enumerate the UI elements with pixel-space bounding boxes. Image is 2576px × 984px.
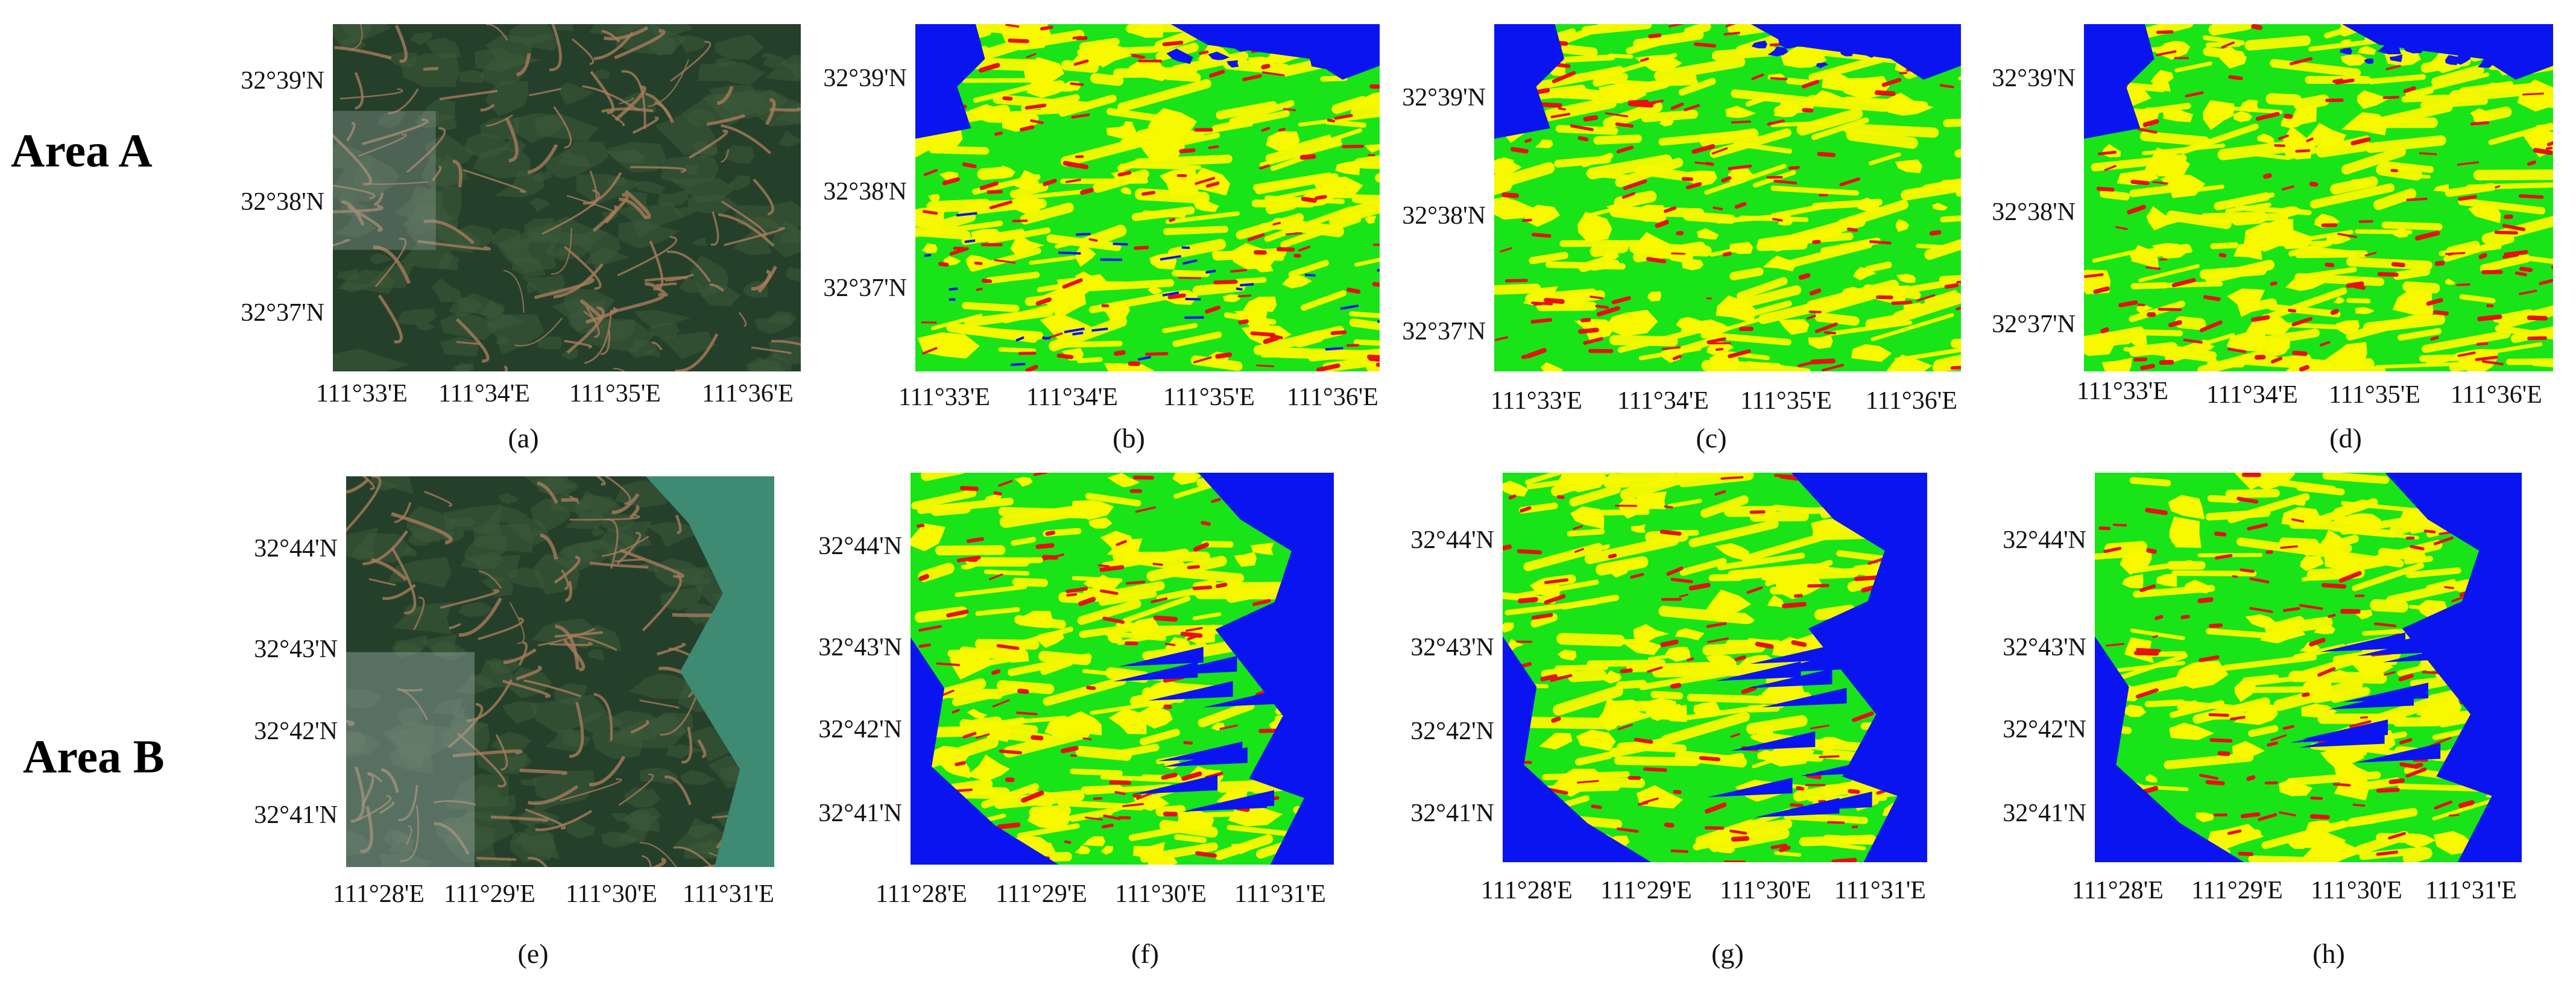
lat-tick: 32°44'N bbox=[1410, 526, 1494, 554]
lat-tick: 32°44'N bbox=[254, 535, 338, 563]
lat-tick: 32°38'N bbox=[241, 188, 324, 216]
lat-tick: 32°42'N bbox=[1410, 718, 1494, 745]
lon-tick: 111°30'E bbox=[1115, 880, 1207, 908]
panel-caption: (d) bbox=[2329, 423, 2362, 453]
lat-tick: 32°39'N bbox=[1992, 65, 2076, 92]
lat-tick: 32°37'N bbox=[1992, 311, 2076, 338]
satellite-map-area-a bbox=[333, 24, 801, 371]
classification-map-h bbox=[2095, 473, 2522, 862]
lon-tick: 111°31'E bbox=[1234, 880, 1326, 908]
lat-tick: 32°43'N bbox=[1410, 634, 1494, 661]
lon-tick: 111°29'E bbox=[1600, 877, 1692, 904]
panel-caption: (e) bbox=[517, 938, 549, 969]
lon-tick: 111°33'E bbox=[1491, 387, 1582, 415]
lat-tick: 32°39'N bbox=[823, 65, 907, 92]
lat-tick: 32°41'N bbox=[254, 801, 338, 829]
lat-tick: 32°43'N bbox=[254, 636, 338, 663]
lon-tick: 111°28'E bbox=[333, 880, 425, 908]
panel-caption: (f) bbox=[1131, 938, 1159, 969]
area-a-label: Area A bbox=[11, 124, 153, 177]
lat-tick: 32°42'N bbox=[254, 718, 338, 745]
lat-tick: 32°41'N bbox=[818, 800, 902, 827]
lat-tick: 32°37'N bbox=[823, 274, 907, 302]
classification-map-d bbox=[2084, 24, 2553, 371]
lon-tick: 111°35'E bbox=[1740, 387, 1832, 415]
lat-tick: 32°44'N bbox=[818, 532, 902, 560]
lat-tick: 32°38'N bbox=[823, 178, 907, 206]
panel-caption: (g) bbox=[1711, 938, 1744, 969]
lat-tick: 32°42'N bbox=[2003, 716, 2086, 743]
lon-tick: 111°34'E bbox=[438, 380, 530, 408]
lon-tick: 111°36'E bbox=[1866, 387, 1957, 415]
lon-tick: 111°33'E bbox=[316, 380, 408, 408]
lon-tick: 111°28'E bbox=[1481, 877, 1573, 904]
lat-tick: 32°42'N bbox=[818, 716, 902, 743]
lon-tick: 111°35'E bbox=[569, 380, 661, 408]
lon-tick: 111°28'E bbox=[2072, 877, 2164, 904]
lat-tick: 32°39'N bbox=[1402, 84, 1486, 112]
lat-tick: 32°37'N bbox=[241, 299, 324, 327]
panel-caption: (c) bbox=[1696, 423, 1727, 453]
satellite-map-area-b bbox=[346, 476, 774, 867]
lat-tick: 32°43'N bbox=[818, 634, 902, 661]
lat-tick: 32°43'N bbox=[2003, 634, 2086, 661]
lat-tick: 32°38'N bbox=[1402, 202, 1486, 230]
panel-caption: (h) bbox=[2312, 938, 2345, 969]
lon-tick: 111°30'E bbox=[2311, 877, 2402, 904]
lon-tick: 111°35'E bbox=[2329, 381, 2420, 409]
lon-tick: 111°31'E bbox=[683, 880, 774, 908]
classification-map-g bbox=[1503, 473, 1927, 862]
lat-tick: 32°39'N bbox=[241, 67, 324, 95]
lat-tick: 32°37'N bbox=[1402, 318, 1486, 345]
lon-tick: 111°28'E bbox=[876, 880, 967, 908]
lat-tick: 32°38'N bbox=[1992, 198, 2076, 226]
lon-tick: 111°33'E bbox=[898, 383, 990, 411]
lon-tick: 111°34'E bbox=[1617, 387, 1709, 415]
lon-tick: 111°29'E bbox=[996, 880, 1087, 908]
classification-map-c bbox=[1494, 24, 1961, 371]
area-b-label: Area B bbox=[23, 730, 165, 783]
lon-tick: 111°33'E bbox=[2077, 377, 2168, 405]
lon-tick: 111°31'E bbox=[1834, 877, 1926, 904]
lon-tick: 111°29'E bbox=[444, 880, 535, 908]
classification-map-f bbox=[911, 473, 1334, 865]
panel-caption: (a) bbox=[508, 423, 539, 453]
classification-map-b bbox=[915, 24, 1380, 371]
lon-tick: 111°36'E bbox=[2451, 381, 2542, 409]
lon-tick: 111°35'E bbox=[1163, 383, 1255, 411]
lon-tick: 111°34'E bbox=[1026, 383, 1118, 411]
lat-tick: 32°44'N bbox=[2003, 526, 2086, 554]
lon-tick: 111°34'E bbox=[2206, 381, 2298, 409]
lon-tick: 111°36'E bbox=[702, 380, 794, 408]
lat-tick: 32°41'N bbox=[1410, 800, 1494, 827]
lon-tick: 111°36'E bbox=[1287, 383, 1378, 411]
lon-tick: 111°30'E bbox=[566, 880, 657, 908]
lon-tick: 111°31'E bbox=[2425, 877, 2517, 904]
panel-caption: (b) bbox=[1113, 423, 1145, 453]
lat-tick: 32°41'N bbox=[2003, 800, 2086, 827]
lon-tick: 111°29'E bbox=[2191, 877, 2283, 904]
lon-tick: 111°30'E bbox=[1720, 877, 1811, 904]
